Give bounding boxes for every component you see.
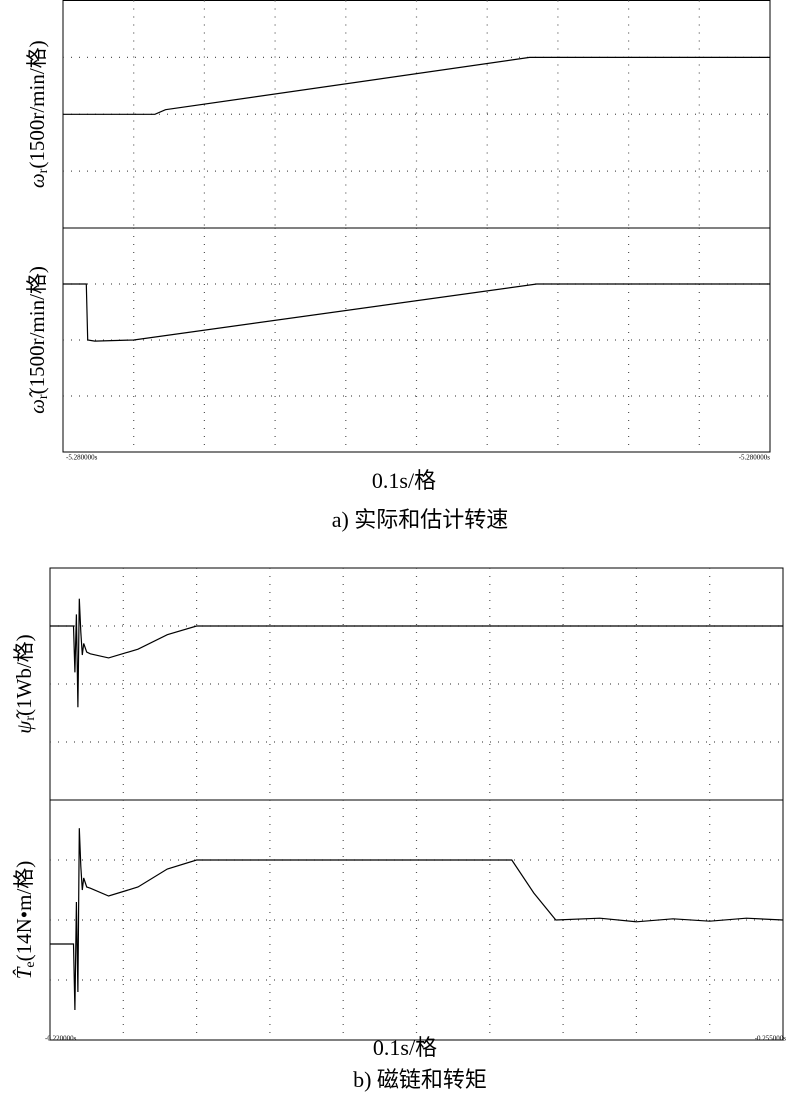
y-label-unit: (1500r/min/格) [25, 266, 49, 394]
y-label-symbol: T̂ [12, 966, 36, 979]
trace [63, 56, 770, 115]
y-label-subscript: r [36, 394, 51, 399]
y-axis-label: ω̂r(1500r/min/格) [25, 266, 51, 414]
trace [50, 598, 783, 708]
time-end: -5.280000s [739, 454, 771, 462]
trace [50, 828, 784, 1011]
caption: b) 磁链和转矩 [353, 1067, 487, 1092]
y-label-unit: (1500r/min/格) [25, 40, 49, 168]
y-label-symbol: ω [25, 173, 49, 188]
y-label-unit: (1Wb/格) [12, 634, 36, 716]
time-start: -5.280000s [66, 454, 98, 462]
y-label-subscript: r [36, 168, 51, 173]
y-axis-label: T̂e(14N•m/格) [12, 861, 38, 980]
time-start: -0.220000s [45, 1035, 77, 1043]
x-axis-label: 0.1s/格 [372, 468, 436, 493]
trace [63, 283, 770, 342]
caption: a) 实际和估计转速 [332, 507, 509, 532]
plot-frame [49, 567, 784, 801]
y-label-unit: (14N•m/格) [12, 861, 36, 962]
y-axis-label: ωr(1500r/min/格) [25, 40, 51, 188]
y-label-subscript: r [23, 716, 38, 721]
y-axis-label: ψ̂r(1Wb/格) [12, 634, 38, 733]
y-label-subscript: e [23, 961, 38, 967]
x-axis-label: 0.1s/格 [373, 1035, 437, 1060]
time-end: -0.255000s [755, 1035, 786, 1043]
